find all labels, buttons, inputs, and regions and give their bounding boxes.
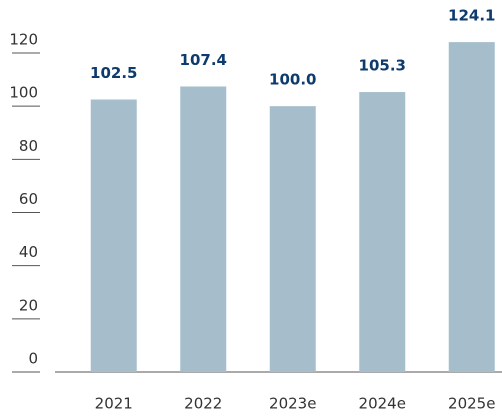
value-label: 124.1 [448,7,495,25]
value-label: 105.3 [359,57,406,75]
value-label: 102.5 [90,64,137,82]
value-label: 100.0 [269,71,316,89]
y-tick-label: 40 [19,243,38,261]
x-tick-label: 2022 [184,395,222,413]
bar [269,106,316,373]
bar [359,92,406,372]
x-tick-label: 2023e [269,395,316,413]
y-tick-label: 80 [19,137,38,155]
y-tick-label: 0 [28,350,38,368]
x-tick-label: 2021 [95,395,133,413]
y-tick-label: 100 [9,84,38,102]
x-tick-label: 2024e [359,395,406,413]
bar [90,99,137,372]
y-tick-label: 60 [19,190,38,208]
y-tick-label: 20 [19,296,38,314]
bar [180,86,227,373]
value-label: 107.4 [180,51,227,69]
y-tick-label: 120 [9,31,38,49]
x-tick-label: 2025e [448,395,495,413]
bar [448,42,495,373]
